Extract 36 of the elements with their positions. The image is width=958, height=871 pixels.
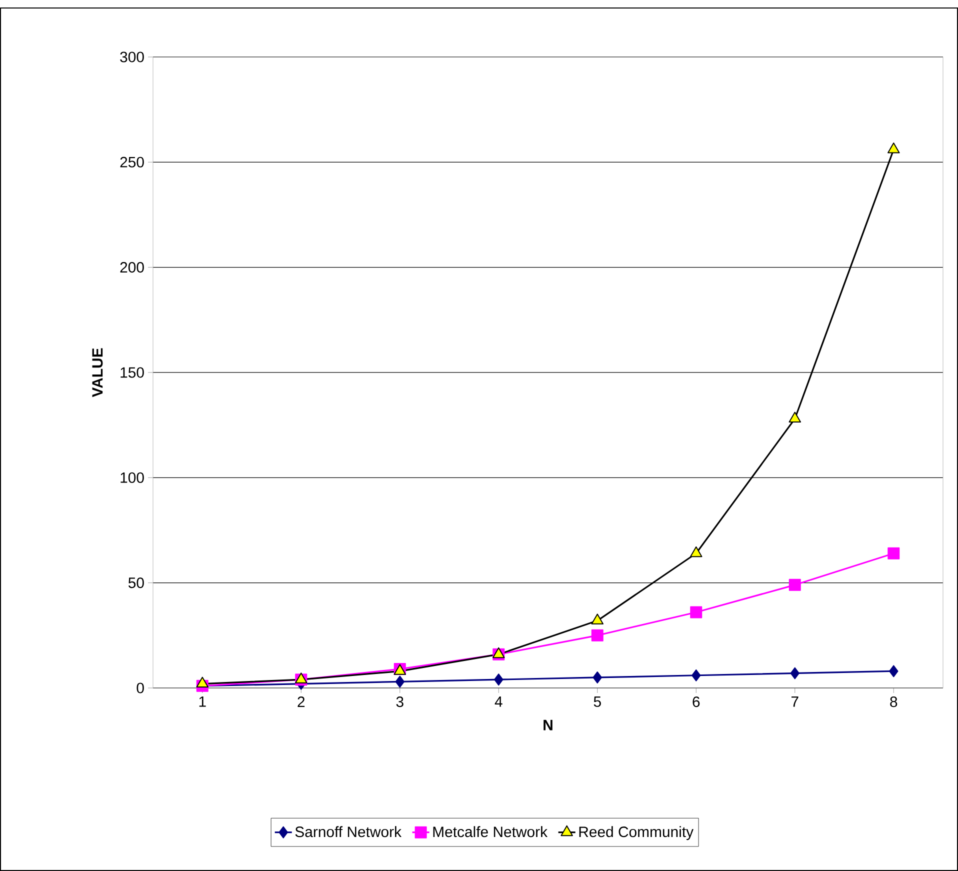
point (888, 547, 900, 560)
legend-label: Metcalfe Network (433, 826, 548, 838)
y-tick-label: 250 (120, 156, 144, 168)
point (196, 676, 209, 688)
y-tick-label: 150 (120, 367, 144, 378)
x-tick-label: 7 (791, 696, 798, 707)
x-tick-label: 6 (692, 696, 700, 708)
point (494, 674, 504, 686)
x-tick-label: 8 (890, 696, 898, 708)
point (592, 671, 602, 684)
point (395, 676, 405, 688)
legend-label: Sarnoff Network (295, 826, 402, 838)
legend-label: Reed Community (579, 826, 694, 840)
y-tick-label: 0 (136, 682, 144, 694)
point (690, 546, 702, 558)
point (591, 614, 604, 624)
point (295, 672, 308, 684)
y-tick-label: 100 (120, 472, 144, 483)
point (888, 142, 900, 154)
y-tick-label: 50 (128, 578, 144, 588)
y-tick-label: 300 (120, 52, 144, 62)
point (591, 629, 604, 642)
point (692, 669, 701, 682)
x-tick-label: 1 (199, 696, 206, 707)
x-tick-label: 5 (594, 696, 601, 707)
y-axis-title: VALUE (92, 348, 103, 398)
point (889, 665, 898, 678)
y-tick-label: 200 (120, 262, 144, 273)
point (788, 578, 801, 591)
x-tick-label: 3 (396, 696, 404, 708)
point (690, 606, 702, 618)
x-axis-title: N (544, 720, 552, 730)
x-tick-label: 4 (494, 696, 502, 707)
point (790, 667, 800, 680)
point (788, 412, 802, 423)
x-tick-label: 2 (298, 696, 305, 707)
